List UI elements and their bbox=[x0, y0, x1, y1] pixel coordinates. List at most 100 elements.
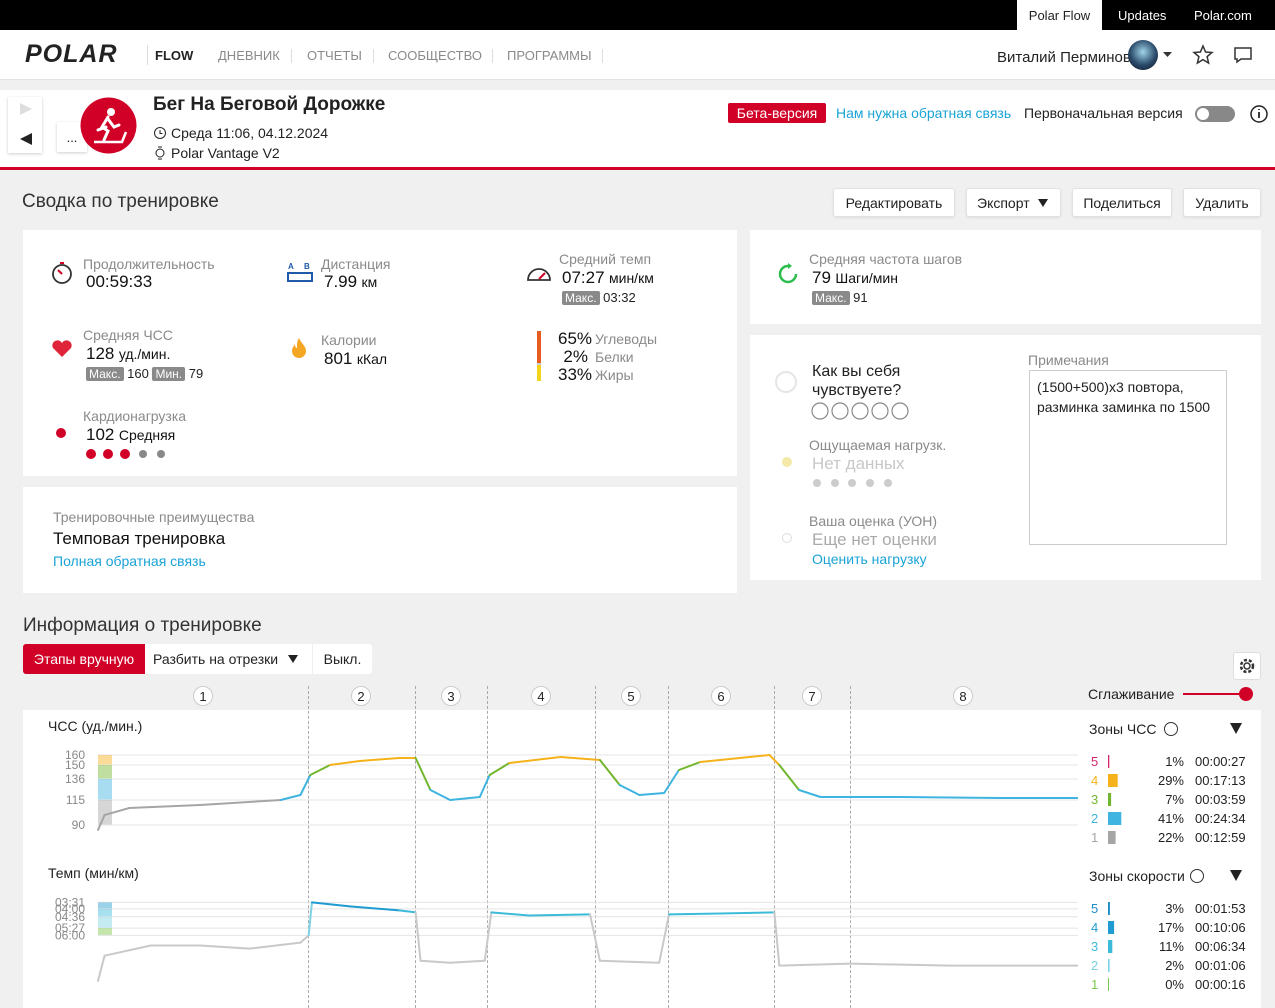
notes-text[interactable]: (1500+500)x3 повтора, разминка заминка п… bbox=[1029, 370, 1227, 545]
lap-label[interactable]: 7 bbox=[802, 686, 822, 706]
chart-title: Темп (мин/км) bbox=[48, 865, 139, 881]
data-line-segment bbox=[618, 784, 641, 796]
avatar[interactable] bbox=[1128, 40, 1158, 70]
rpe-link[interactable]: Оценить нагрузку bbox=[812, 551, 927, 567]
lap-label[interactable]: 3 bbox=[441, 686, 461, 706]
info-icon[interactable] bbox=[1190, 869, 1204, 883]
lap-label[interactable]: 4 bbox=[531, 686, 551, 706]
zone-band bbox=[98, 765, 112, 779]
stat-value-group: 07:27 мин/км bbox=[562, 268, 654, 288]
zone-band bbox=[98, 800, 112, 825]
lap-label[interactable]: 5 bbox=[621, 686, 641, 706]
top-link[interactable]: Polar.com bbox=[1194, 8, 1252, 23]
data-line-segment bbox=[128, 804, 202, 809]
zone-bar bbox=[1108, 793, 1112, 806]
smoothing-slider[interactable] bbox=[1183, 693, 1245, 695]
zone-time: 00:00:16 bbox=[1195, 977, 1246, 992]
feeling-faces[interactable] bbox=[811, 402, 911, 420]
benefit-link[interactable]: Полная обратная связь bbox=[53, 553, 206, 569]
zone-time: 00:01:53 bbox=[1195, 901, 1246, 916]
benefit-label: Тренировочные преимущества bbox=[53, 509, 255, 525]
y-tick-label: 04:00 bbox=[55, 902, 85, 916]
max-value: 160 bbox=[127, 366, 149, 381]
lap-divider bbox=[595, 686, 596, 1008]
stat-value: 07:27 bbox=[562, 268, 605, 287]
data-line-segment bbox=[414, 757, 432, 791]
tab[interactable]: Разбить на отрезки bbox=[145, 644, 312, 674]
sport-icon bbox=[80, 97, 137, 154]
nav-item[interactable]: ПРОГРАММЫ bbox=[507, 48, 592, 63]
data-line-segment bbox=[309, 764, 332, 776]
smoothing-label: Сглаживание bbox=[1088, 686, 1175, 702]
top-link[interactable]: Polar Flow bbox=[1017, 0, 1102, 30]
tab[interactable]: Выкл. bbox=[312, 644, 372, 674]
feedback-link[interactable]: Нам нужна обратная связь bbox=[836, 105, 1012, 121]
user-menu-arrow[interactable] bbox=[1162, 50, 1174, 60]
logo[interactable]: POLAR bbox=[25, 40, 118, 68]
session-nav bbox=[8, 97, 42, 153]
data-line-segment bbox=[199, 944, 251, 950]
stat-max: Макс. 91 bbox=[812, 290, 868, 305]
stat-label: Дистанция bbox=[321, 256, 391, 272]
data-line-segment bbox=[483, 911, 493, 962]
data-line-segment bbox=[589, 913, 601, 962]
macro-value: 65% bbox=[558, 329, 593, 348]
smoothing-knob[interactable] bbox=[1239, 687, 1253, 701]
lap-label[interactable]: 2 bbox=[351, 686, 371, 706]
info-icon[interactable] bbox=[1249, 104, 1269, 124]
tab-active[interactable]: Этапы вручную bbox=[23, 644, 145, 674]
data-line-segment bbox=[103, 944, 152, 957]
settings-button[interactable] bbox=[1233, 652, 1261, 680]
nav-item[interactable]: СООБЩЕСТВО bbox=[388, 48, 482, 63]
edit-button[interactable]: Редактировать bbox=[833, 188, 955, 217]
lap-label[interactable]: 8 bbox=[953, 686, 973, 706]
min-value: 79 bbox=[188, 366, 204, 381]
favorite-icon[interactable] bbox=[1192, 44, 1214, 66]
data-line-segment bbox=[638, 792, 666, 796]
stat-value: 801 bbox=[324, 349, 353, 368]
version-toggle[interactable] bbox=[1195, 106, 1235, 122]
share-button[interactable]: Поделиться bbox=[1072, 188, 1172, 217]
lap-label[interactable]: 6 bbox=[711, 686, 731, 706]
zones-toggle[interactable] bbox=[1230, 870, 1242, 881]
nav-item[interactable]: ДНЕВНИК bbox=[218, 48, 280, 63]
cadence-card bbox=[750, 230, 1261, 324]
y-tick-label: 06:00 bbox=[55, 928, 85, 942]
lap-label[interactable]: 1 bbox=[193, 686, 213, 706]
data-line-segment bbox=[508, 756, 562, 764]
user-name[interactable]: Виталий Перминов bbox=[997, 49, 1131, 66]
y-tick-label: 115 bbox=[66, 793, 85, 807]
zone-percent: 3% bbox=[1165, 901, 1184, 916]
rpe-label: Ваша оценка (УОН) bbox=[809, 513, 938, 529]
zone-bar bbox=[1108, 902, 1110, 915]
zones-toggle[interactable] bbox=[1230, 723, 1242, 734]
data-line-segment bbox=[598, 759, 621, 786]
export-button[interactable]: Экспорт bbox=[966, 188, 1061, 217]
nav-item[interactable]: ОТЧЕТЫ bbox=[307, 48, 362, 63]
zone-name: 1 bbox=[1091, 977, 1098, 992]
product: FLOW bbox=[155, 48, 194, 63]
top-link[interactable]: Updates bbox=[1118, 8, 1167, 23]
data-line-segment bbox=[419, 959, 452, 964]
messages-icon[interactable] bbox=[1233, 46, 1253, 64]
notes-label: Примечания bbox=[1028, 352, 1109, 368]
data-line-segment bbox=[778, 764, 801, 791]
tab-label: Разбить на отрезки bbox=[153, 651, 279, 667]
feeling-icon bbox=[775, 371, 797, 393]
session-arrows[interactable] bbox=[8, 97, 42, 153]
data-line-segment bbox=[668, 912, 722, 916]
info-icon[interactable] bbox=[1164, 722, 1178, 736]
zone-name: 3 bbox=[1091, 792, 1098, 807]
data-line-segment bbox=[798, 789, 822, 798]
zone-percent: 29% bbox=[1158, 773, 1184, 788]
separator bbox=[373, 49, 374, 63]
data-line-segment bbox=[849, 962, 952, 967]
y-tick-label: 160 bbox=[65, 748, 85, 762]
stat-value: 79 bbox=[812, 268, 831, 287]
stat-label: Средняя ЧСС bbox=[83, 327, 173, 343]
zone-band bbox=[98, 779, 112, 800]
delete-button[interactable]: Удалить bbox=[1183, 188, 1261, 217]
macro-label: Белки bbox=[595, 349, 634, 365]
